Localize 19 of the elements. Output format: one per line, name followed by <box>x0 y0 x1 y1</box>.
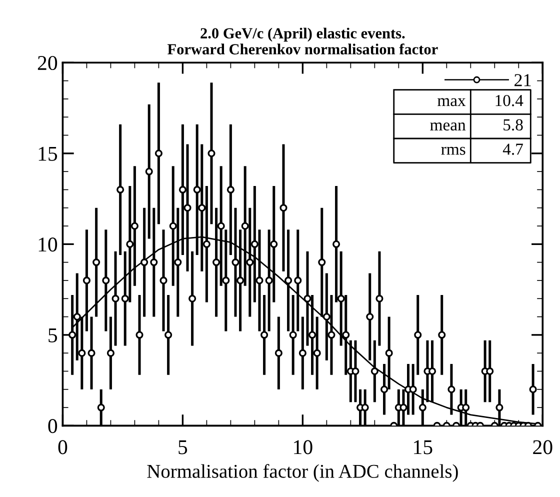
x-tick-label: 15 <box>414 440 432 454</box>
annotation: mean <box>430 122 466 131</box>
annotation: max <box>438 98 466 106</box>
annotation: 5.8 <box>504 119 523 131</box>
x-tick-label: 0 <box>58 440 68 454</box>
annotation: 10.4 <box>496 94 524 106</box>
y-tick-label: 0 <box>48 419 58 434</box>
chart-title: 2.0 GeV/c (April) elastic events. Forward Cherenkov normalisation factor <box>168 28 438 54</box>
y-tick-label: 15 <box>38 146 58 161</box>
legend-label: 21 <box>514 74 531 86</box>
y-tick-label: 5 <box>48 328 58 342</box>
x-tick-label: 10 <box>294 440 312 454</box>
y-tick-label: 10 <box>38 238 58 252</box>
x-axis-title: Normalisation factor (in ADC channels) <box>147 464 458 482</box>
y-tick-label: 20 <box>38 56 58 70</box>
x-tick-label: 5 <box>178 440 188 454</box>
x-tick-label: 20 <box>533 440 552 454</box>
annotation: rms <box>441 146 466 155</box>
annotation: 4.7 <box>502 144 523 155</box>
